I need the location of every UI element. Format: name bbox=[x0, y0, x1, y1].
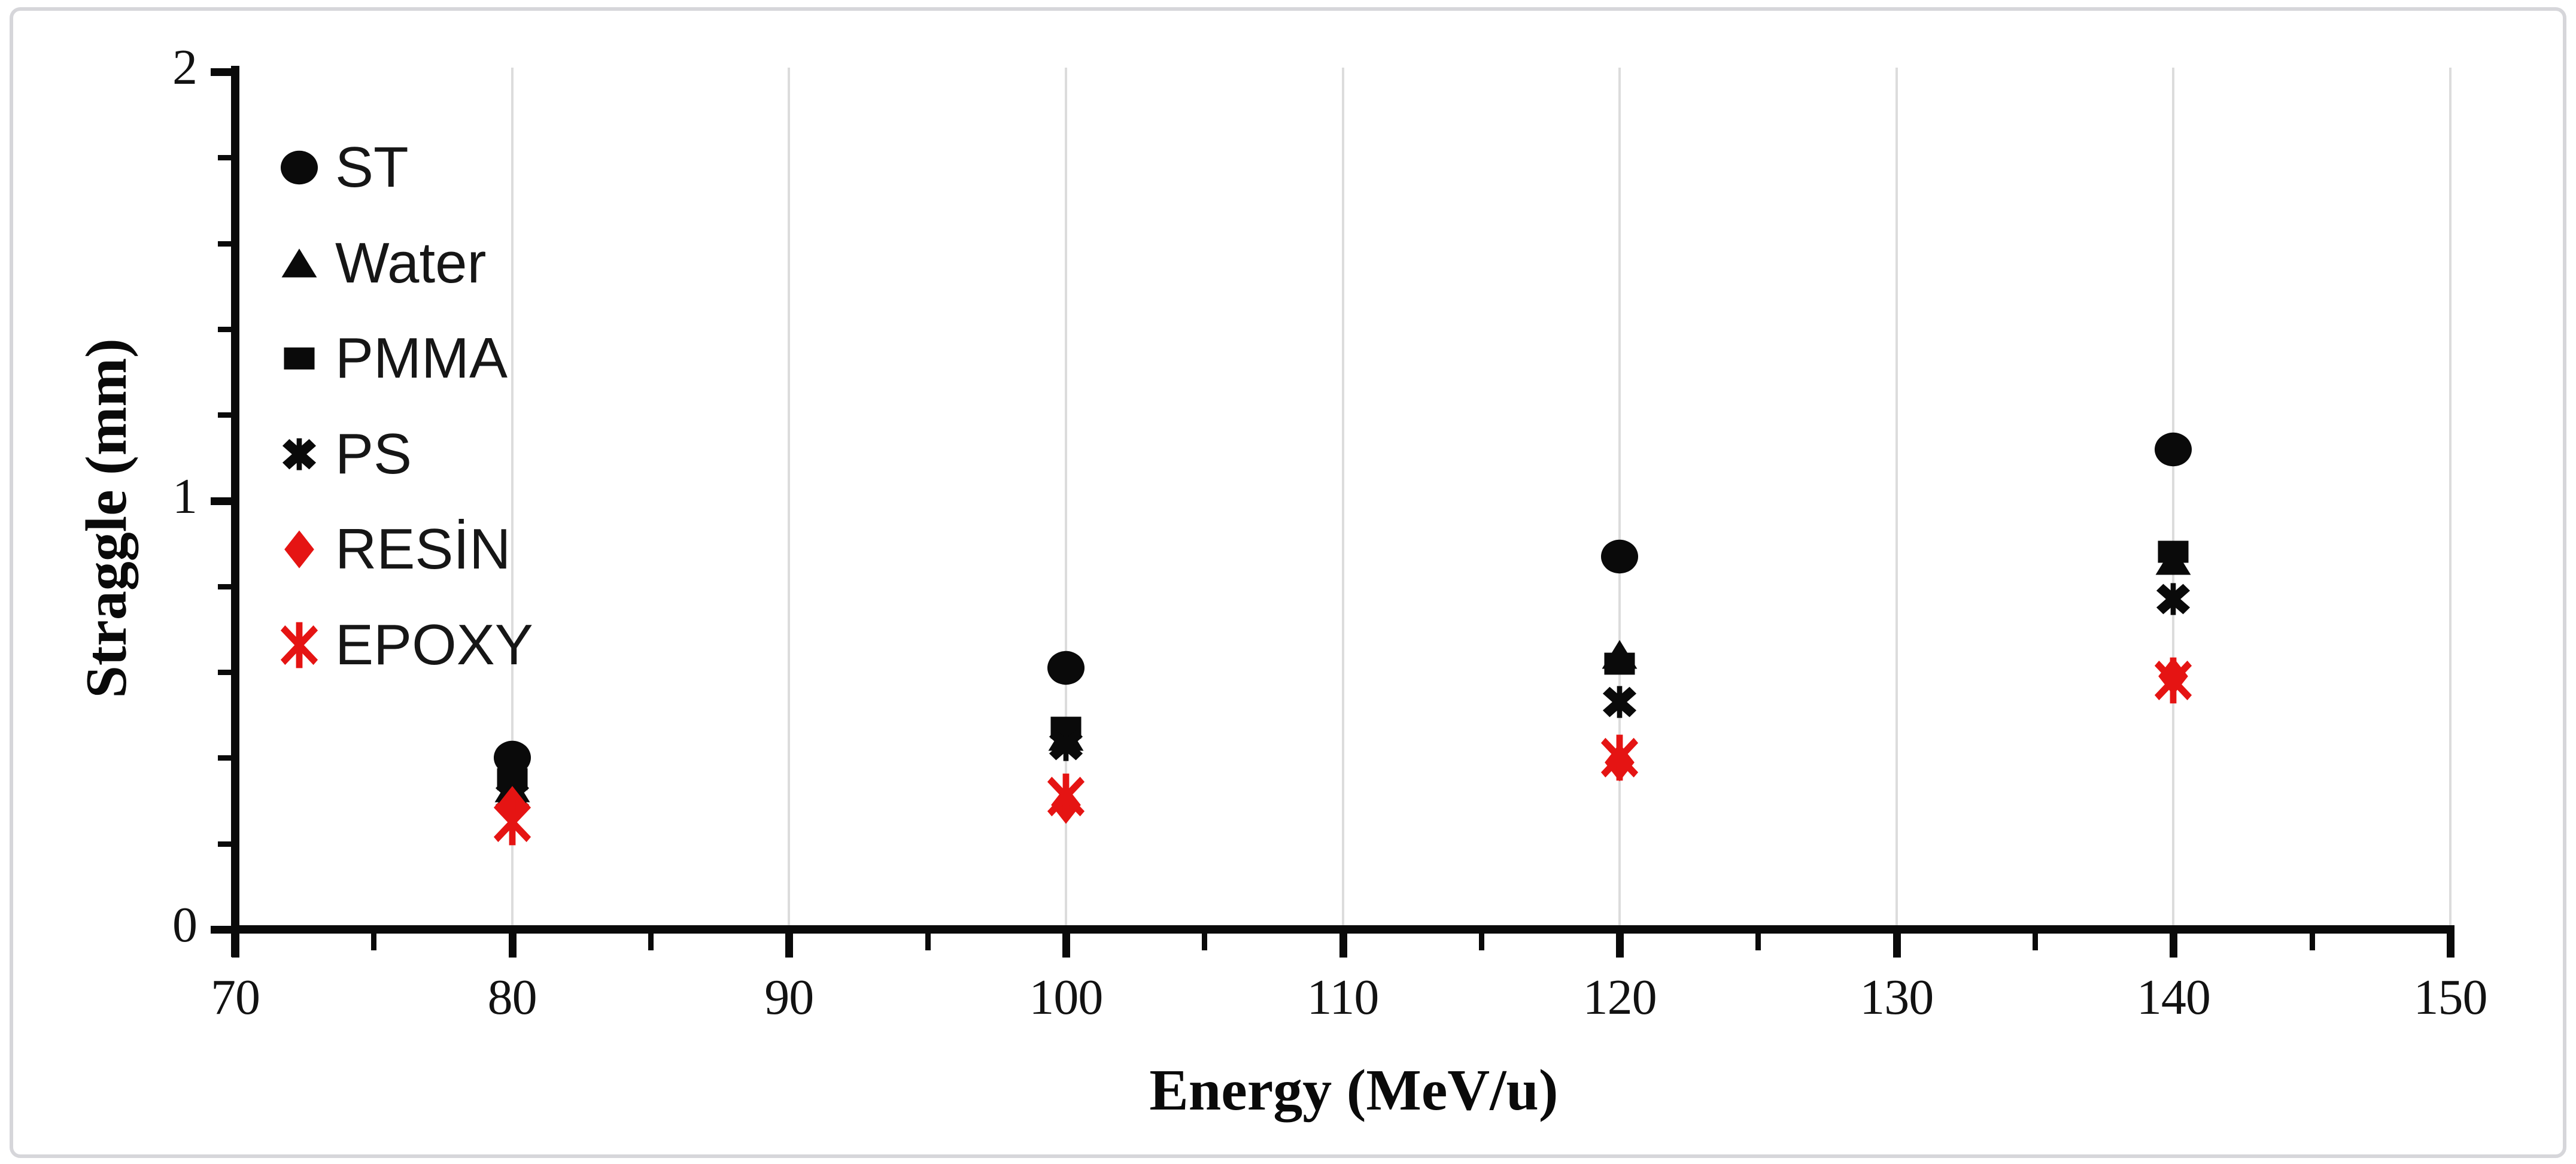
x-axis-minor-tick bbox=[925, 929, 931, 950]
legend-item-water: Water bbox=[251, 227, 790, 299]
legend-label: RESİN bbox=[335, 517, 511, 582]
y-axis-minor-tick bbox=[218, 583, 235, 589]
legend-item-st: ST bbox=[251, 132, 790, 203]
triangle-marker-icon bbox=[280, 247, 318, 280]
x-tick-label: 80 bbox=[487, 970, 537, 1025]
legend-item-pmma: PMMA bbox=[251, 323, 790, 394]
data-point-marker bbox=[1600, 539, 1639, 575]
y-axis-tick bbox=[211, 497, 235, 505]
x-tick-label: 120 bbox=[1582, 970, 1657, 1025]
data-point-marker bbox=[1044, 773, 1087, 820]
y-axis-minor-tick bbox=[218, 670, 235, 676]
x-tick-label: 90 bbox=[764, 970, 814, 1025]
data-point-marker bbox=[1598, 734, 1641, 782]
x-axis-tick bbox=[1616, 929, 1624, 958]
y-axis-tick bbox=[211, 926, 235, 934]
data-point-marker bbox=[1046, 650, 1086, 686]
legend-label: PS bbox=[335, 421, 412, 486]
x-axis-tick bbox=[2170, 929, 2178, 958]
x-axis-minor-tick bbox=[2033, 929, 2039, 950]
x-axis-tick bbox=[1892, 929, 1901, 958]
gridline bbox=[1618, 68, 1621, 927]
y-axis-minor-tick bbox=[218, 755, 235, 761]
x-axis-minor-tick bbox=[1478, 929, 1484, 950]
y-axis-minor-tick bbox=[218, 412, 235, 418]
x-tick-label: 70 bbox=[211, 970, 260, 1025]
x-tick-label: 140 bbox=[2136, 970, 2211, 1025]
x-axis-minor-tick bbox=[648, 929, 654, 950]
gridline bbox=[2449, 68, 2452, 927]
data-point-marker bbox=[1047, 728, 1085, 762]
x-tick-label: 100 bbox=[1029, 970, 1103, 1025]
y-tick-label: 2 bbox=[172, 39, 198, 95]
gridline bbox=[788, 68, 791, 927]
x-axis-tick bbox=[1062, 929, 1070, 958]
x-axis-minor-tick bbox=[2309, 929, 2315, 950]
square-marker-icon bbox=[282, 345, 317, 372]
gridline bbox=[1341, 68, 1344, 927]
data-point-marker bbox=[1602, 650, 1637, 677]
legend-label: Water bbox=[335, 230, 487, 295]
gridline bbox=[511, 68, 514, 927]
x-tick-label: 130 bbox=[1860, 970, 1934, 1025]
x-tick-label: 110 bbox=[1307, 970, 1380, 1025]
x-axis-tick bbox=[508, 929, 517, 958]
data-point-marker bbox=[2155, 582, 2192, 616]
x-axis-minor-tick bbox=[1202, 929, 1208, 950]
gridline bbox=[1895, 68, 1898, 927]
x-tick-label: 150 bbox=[2413, 970, 2488, 1025]
legend-label: PMMA bbox=[335, 326, 508, 391]
y-axis-minor-tick bbox=[218, 155, 235, 161]
y-axis-line bbox=[231, 66, 239, 957]
y-axis-minor-tick bbox=[218, 326, 235, 332]
x-axis-title: Energy (MeV/u) bbox=[1149, 1058, 1559, 1123]
x-axis-minor-tick bbox=[371, 929, 377, 950]
legend-label: EPOXY bbox=[335, 613, 533, 677]
y-axis-minor-tick bbox=[218, 841, 235, 847]
data-point-marker bbox=[2152, 657, 2195, 704]
x-cross-marker-icon bbox=[281, 437, 318, 472]
x-axis-tick bbox=[2447, 929, 2455, 958]
legend-item-epoxy: EPOXY bbox=[251, 609, 790, 681]
circle-marker-icon bbox=[280, 150, 319, 186]
x-axis-tick bbox=[1339, 929, 1347, 958]
figure-border-frame bbox=[10, 7, 2566, 1158]
legend-item-ps: PS bbox=[251, 418, 790, 490]
data-point-marker bbox=[1601, 685, 1638, 719]
gridline bbox=[1064, 68, 1067, 927]
y-axis-minor-tick bbox=[218, 241, 235, 247]
gridline bbox=[2172, 68, 2175, 927]
legend-item-resi̇n: RESİN bbox=[251, 513, 790, 585]
diamond-marker-icon bbox=[283, 530, 315, 569]
data-point-marker bbox=[2153, 431, 2193, 467]
x-axis-minor-tick bbox=[1755, 929, 1761, 950]
x-axis-tick bbox=[232, 929, 239, 958]
y-tick-label: 1 bbox=[172, 468, 198, 524]
data-point-marker bbox=[491, 798, 534, 846]
data-point-marker bbox=[493, 740, 532, 776]
y-axis-tick bbox=[211, 68, 235, 76]
asterisk-marker-icon bbox=[278, 621, 321, 669]
legend-label: ST bbox=[335, 135, 409, 199]
x-axis-tick bbox=[785, 929, 794, 958]
y-axis-title: Straggle (mm) bbox=[74, 338, 139, 698]
y-tick-label: 0 bbox=[172, 897, 198, 953]
data-point-marker bbox=[2156, 538, 2191, 566]
